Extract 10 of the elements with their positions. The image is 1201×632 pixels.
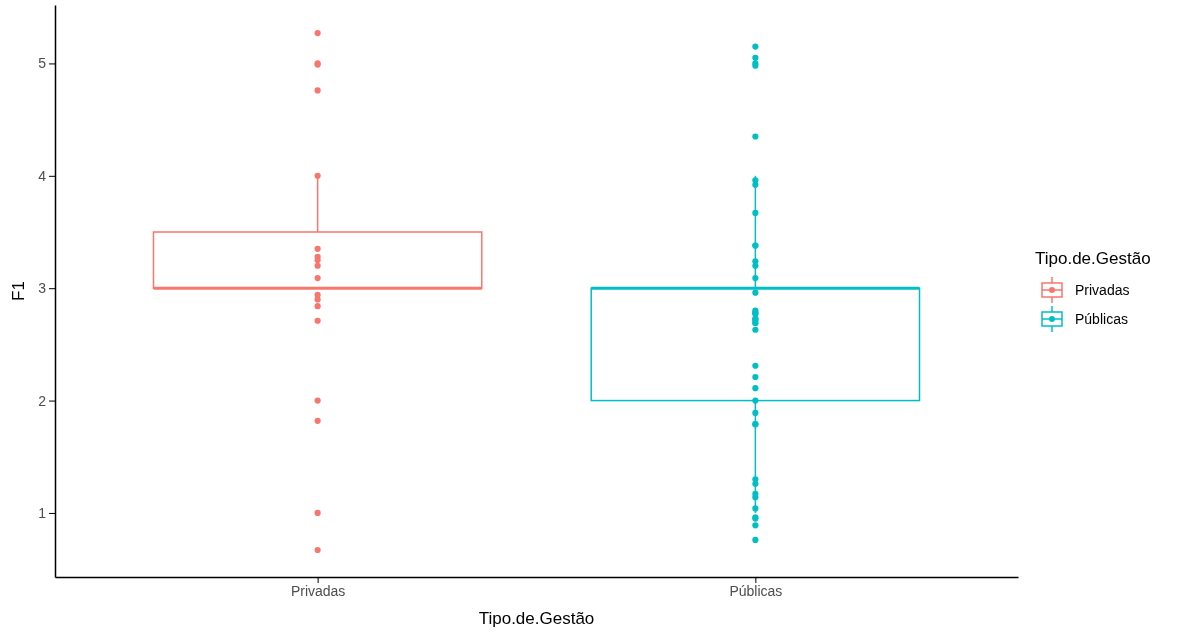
y-tick-label: 5 — [38, 55, 47, 72]
y-tick-label: 4 — [38, 167, 47, 184]
legend-title: Tipo.de.Gestão — [1035, 249, 1151, 268]
x-axis-title: Tipo.de.Gestão — [478, 609, 595, 628]
y-tick-label: 2 — [38, 392, 47, 409]
legend-label: Públicas — [1075, 311, 1128, 327]
y-axis-title: F1 — [9, 281, 28, 301]
y-tick-label: 1 — [38, 504, 47, 521]
y-tick-label: 3 — [38, 280, 47, 297]
legend-label: Privadas — [1075, 282, 1130, 298]
